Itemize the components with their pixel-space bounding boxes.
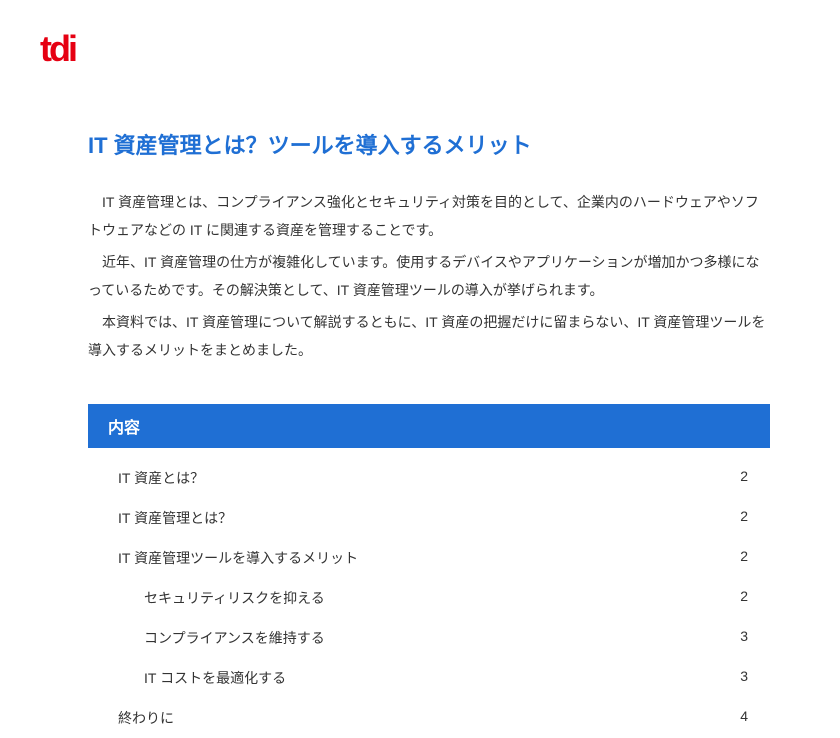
toc-item-label: IT 資産とは？	[88, 468, 204, 488]
toc-item: コンプライアンスを維持する 3	[88, 618, 770, 658]
toc-item-page: 2	[740, 548, 750, 568]
toc-item: IT 資産管理とは？ 2	[88, 498, 770, 538]
toc-item: IT 資産とは？ 2	[88, 458, 770, 498]
toc-item-page: 3	[740, 628, 750, 648]
intro-paragraph-1: IT 資産管理とは、コンプライアンス強化とセキュリティ対策を目的として、企業内の…	[88, 188, 770, 244]
intro-paragraph-2: 近年、IT 資産管理の仕方が複雑化しています。使用するデバイスやアプリケーション…	[88, 248, 770, 304]
intro-paragraph-3: 本資料では、IT 資産管理について解説するともに、IT 資産の把握だけに留まらな…	[88, 308, 770, 364]
toc-item-label: IT コストを最適化する	[88, 668, 286, 688]
table-of-contents: 内容 IT 資産とは？ 2 IT 資産管理とは？ 2 IT 資産管理ツールを導入…	[88, 404, 770, 738]
toc-item-page: 3	[740, 668, 750, 688]
logo: tdi	[40, 28, 800, 70]
toc-item-label: IT 資産管理ツールを導入するメリット	[88, 548, 358, 568]
document-title: IT 資産管理とは？ツールを導入するメリット	[88, 128, 770, 160]
toc-item-label: コンプライアンスを維持する	[88, 628, 325, 648]
document-content: IT 資産管理とは？ツールを導入するメリット IT 資産管理とは、コンプライアン…	[40, 128, 800, 738]
intro-section: IT 資産管理とは、コンプライアンス強化とセキュリティ対策を目的として、企業内の…	[88, 188, 770, 364]
toc-item-label: 終わりに	[88, 708, 174, 728]
toc-item-label: IT 資産管理とは？	[88, 508, 232, 528]
toc-item: IT コストを最適化する 3	[88, 658, 770, 698]
toc-items: IT 資産とは？ 2 IT 資産管理とは？ 2 IT 資産管理ツールを導入するメ…	[88, 448, 770, 738]
toc-header: 内容	[88, 404, 770, 448]
toc-item: 終わりに 4	[88, 698, 770, 738]
toc-item-page: 4	[740, 708, 750, 728]
toc-item: IT 資産管理ツールを導入するメリット 2	[88, 538, 770, 578]
toc-item: セキュリティリスクを抑える 2	[88, 578, 770, 618]
toc-item-page: 2	[740, 588, 750, 608]
toc-item-label: セキュリティリスクを抑える	[88, 588, 325, 608]
toc-item-page: 2	[740, 508, 750, 528]
toc-item-page: 2	[740, 468, 750, 488]
